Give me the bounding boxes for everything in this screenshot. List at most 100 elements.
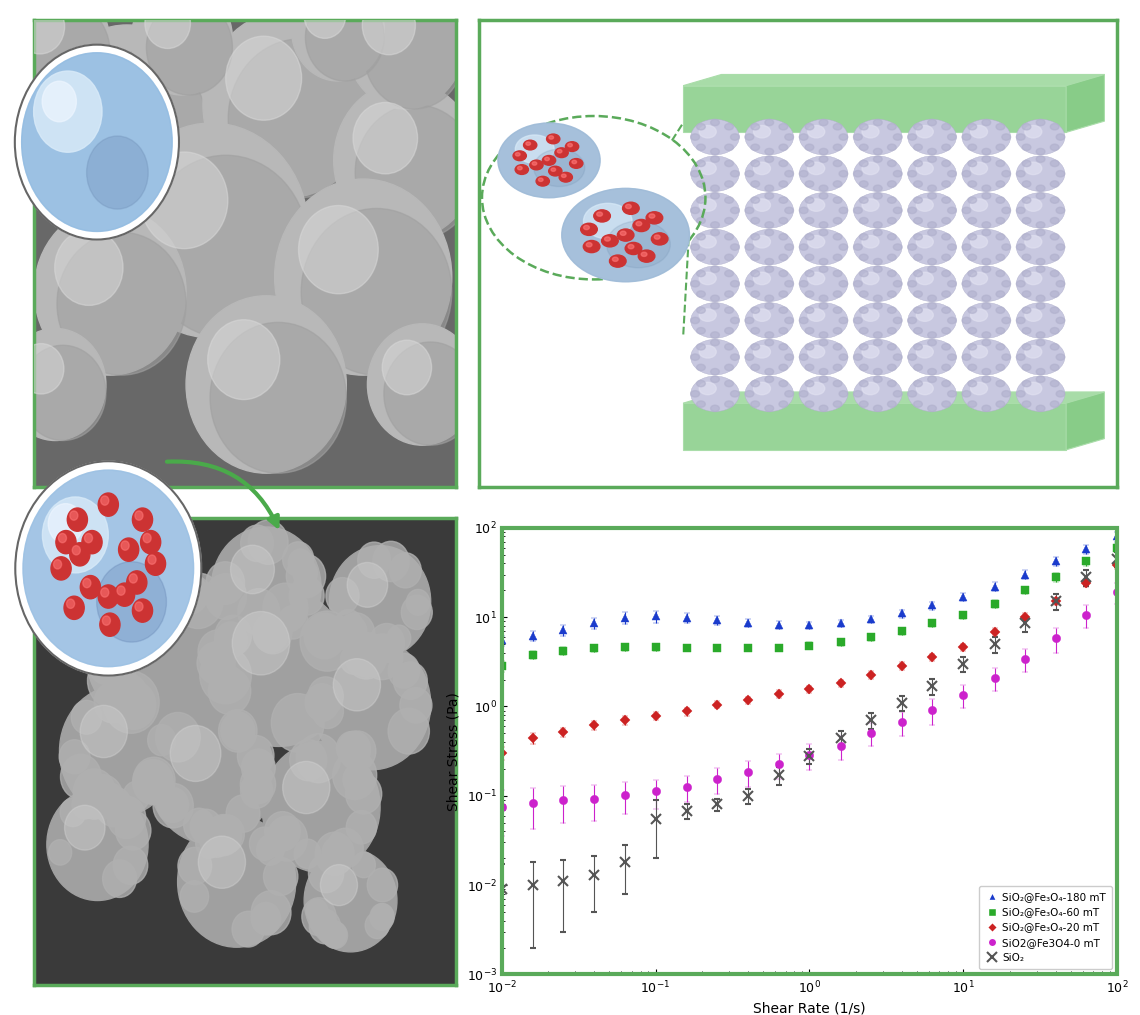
Circle shape bbox=[697, 307, 706, 314]
Circle shape bbox=[765, 266, 774, 272]
Circle shape bbox=[135, 602, 142, 611]
Circle shape bbox=[996, 344, 1004, 350]
Circle shape bbox=[854, 354, 862, 360]
Circle shape bbox=[100, 613, 120, 636]
Circle shape bbox=[805, 254, 814, 261]
Circle shape bbox=[1023, 328, 1031, 334]
Circle shape bbox=[873, 377, 882, 383]
Circle shape bbox=[73, 793, 96, 818]
Circle shape bbox=[907, 266, 956, 301]
Circle shape bbox=[746, 244, 754, 251]
Circle shape bbox=[133, 757, 176, 804]
Circle shape bbox=[518, 166, 522, 170]
Circle shape bbox=[962, 266, 1010, 301]
Circle shape bbox=[114, 583, 135, 606]
Circle shape bbox=[970, 345, 987, 358]
Circle shape bbox=[55, 229, 123, 306]
Circle shape bbox=[820, 156, 828, 162]
Circle shape bbox=[72, 546, 80, 555]
Circle shape bbox=[294, 839, 320, 869]
Circle shape bbox=[264, 812, 300, 851]
Circle shape bbox=[15, 45, 179, 240]
Circle shape bbox=[913, 307, 922, 314]
Circle shape bbox=[907, 229, 956, 265]
Circle shape bbox=[913, 233, 922, 240]
Circle shape bbox=[907, 318, 917, 324]
Circle shape bbox=[320, 865, 358, 905]
Circle shape bbox=[697, 144, 706, 150]
Circle shape bbox=[862, 162, 879, 175]
Circle shape bbox=[996, 291, 1004, 297]
Circle shape bbox=[765, 377, 774, 383]
Circle shape bbox=[820, 332, 828, 338]
Circle shape bbox=[913, 401, 922, 407]
Circle shape bbox=[731, 354, 739, 360]
Circle shape bbox=[548, 136, 554, 139]
Circle shape bbox=[907, 193, 956, 228]
Circle shape bbox=[103, 860, 137, 897]
Circle shape bbox=[968, 124, 977, 130]
Circle shape bbox=[347, 810, 376, 844]
Circle shape bbox=[947, 207, 956, 213]
Circle shape bbox=[211, 527, 321, 649]
Circle shape bbox=[805, 270, 814, 277]
Circle shape bbox=[970, 309, 987, 322]
Circle shape bbox=[568, 143, 572, 147]
Circle shape bbox=[928, 295, 936, 301]
Circle shape bbox=[962, 302, 1010, 338]
Circle shape bbox=[691, 391, 700, 397]
Circle shape bbox=[913, 160, 922, 166]
Circle shape bbox=[779, 181, 788, 187]
Circle shape bbox=[917, 126, 934, 138]
Circle shape bbox=[51, 557, 71, 580]
Circle shape bbox=[1050, 328, 1059, 334]
Circle shape bbox=[888, 328, 896, 334]
Circle shape bbox=[100, 588, 108, 597]
Circle shape bbox=[854, 339, 902, 375]
Circle shape bbox=[1017, 354, 1025, 360]
Circle shape bbox=[710, 193, 719, 199]
Circle shape bbox=[290, 740, 327, 781]
Y-axis label: Shear Stress (Pa): Shear Stress (Pa) bbox=[447, 691, 461, 811]
Circle shape bbox=[210, 323, 347, 473]
Circle shape bbox=[79, 790, 104, 817]
Circle shape bbox=[996, 381, 1004, 387]
Circle shape bbox=[860, 254, 868, 261]
Circle shape bbox=[286, 554, 326, 598]
Circle shape bbox=[1056, 207, 1065, 213]
Circle shape bbox=[805, 364, 814, 370]
Circle shape bbox=[127, 570, 147, 594]
Circle shape bbox=[309, 909, 341, 944]
Circle shape bbox=[982, 377, 991, 383]
Circle shape bbox=[873, 185, 882, 192]
Circle shape bbox=[888, 160, 896, 166]
Circle shape bbox=[799, 377, 848, 411]
Circle shape bbox=[238, 589, 279, 635]
Circle shape bbox=[1050, 270, 1059, 277]
Circle shape bbox=[113, 847, 148, 884]
Circle shape bbox=[820, 368, 828, 375]
Circle shape bbox=[746, 302, 793, 338]
Circle shape bbox=[854, 207, 862, 213]
Circle shape bbox=[562, 189, 690, 282]
Circle shape bbox=[725, 364, 733, 370]
Circle shape bbox=[88, 654, 136, 707]
Circle shape bbox=[894, 134, 902, 140]
Circle shape bbox=[942, 401, 951, 407]
Circle shape bbox=[754, 126, 771, 138]
Circle shape bbox=[64, 596, 84, 619]
Circle shape bbox=[968, 144, 977, 150]
Circle shape bbox=[731, 207, 739, 213]
Circle shape bbox=[854, 302, 902, 338]
Circle shape bbox=[805, 233, 814, 240]
Circle shape bbox=[190, 809, 222, 844]
Circle shape bbox=[784, 318, 793, 324]
Circle shape bbox=[751, 160, 759, 166]
Circle shape bbox=[839, 171, 848, 177]
Circle shape bbox=[691, 193, 739, 228]
Circle shape bbox=[1002, 134, 1010, 140]
Circle shape bbox=[725, 344, 733, 350]
Circle shape bbox=[710, 377, 719, 383]
Circle shape bbox=[1056, 391, 1065, 397]
Circle shape bbox=[71, 52, 207, 202]
